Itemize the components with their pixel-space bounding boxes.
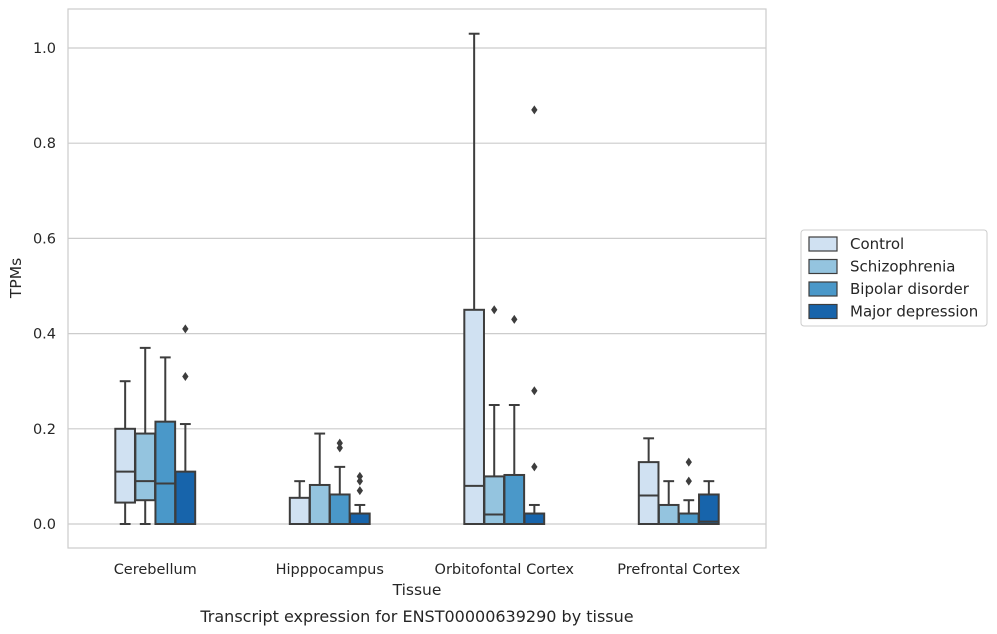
box-body: [463, 308, 485, 525]
box-body: [503, 473, 526, 525]
legend-swatch: [808, 281, 838, 297]
box-schizophrenia: [134, 346, 157, 525]
legend-swatch: [808, 236, 838, 252]
box-schizophrenia: [308, 432, 331, 525]
outlier-point: [182, 324, 189, 334]
legend-label: Schizophrenia: [850, 258, 955, 276]
legend-frame: [800, 229, 988, 327]
box-body: [114, 427, 136, 504]
box-body: [308, 483, 331, 525]
x-tick-label: Cerebellum: [114, 562, 197, 578]
box-body: [523, 512, 546, 526]
box-bipolar-disorder: [503, 314, 526, 525]
x-axis-label: Tissue: [392, 581, 442, 599]
box-body: [154, 420, 177, 525]
box-body: [174, 470, 197, 526]
outlier-point: [356, 476, 364, 486]
box-bipolar-disorder: [328, 438, 351, 526]
y-tick-label: 0.4: [33, 327, 56, 343]
legend-label: Major depression: [850, 303, 978, 321]
legend-swatch: [808, 303, 838, 320]
legend-label: Bipolar disorder: [850, 280, 970, 298]
box-major-depression: [174, 324, 197, 526]
outlier-point: [531, 105, 538, 115]
outlier-point: [531, 462, 538, 472]
box-body: [349, 512, 371, 526]
outlier-point: [685, 476, 692, 486]
box-body: [677, 512, 700, 526]
chart-caption: Transcript expression for ENST0000063929…: [199, 607, 633, 626]
box-bipolar-disorder: [154, 356, 177, 525]
box-body: [134, 432, 157, 502]
y-tick-label: 0.6: [33, 231, 56, 247]
box-body: [698, 493, 720, 526]
y-tick-label: 0.8: [33, 136, 56, 152]
y-axis-label: TPMs: [7, 258, 25, 299]
box-schizophrenia: [483, 305, 506, 525]
outlier-point: [685, 457, 692, 467]
outlier-point: [491, 305, 498, 315]
y-tick-labels: 0.0 0.2 0.4 0.6 0.8 1.0: [33, 41, 56, 533]
y-tick-label: 0.0: [33, 517, 56, 533]
x-tick-label: Orbitofontal Cortex: [435, 562, 575, 578]
outlier-point: [531, 386, 538, 396]
legend-swatch: [808, 258, 838, 275]
box-control: [114, 380, 136, 525]
legend: Control Schizophrenia Bipolar disorder Majo…: [800, 229, 988, 327]
x-tick-label: Hipppocampus: [276, 562, 384, 578]
box-body: [637, 461, 660, 525]
box-schizophrenia: [657, 480, 680, 525]
box-body: [328, 493, 351, 526]
outlier-point: [356, 471, 364, 481]
box-major-depression: [349, 471, 371, 526]
box-major-depression: [523, 105, 546, 526]
box-body: [288, 496, 311, 526]
plot-frame: [67, 8, 767, 549]
box-control: [463, 32, 485, 525]
outlier-point: [356, 486, 364, 496]
outlier-point: [336, 438, 343, 448]
x-tick-label: Prefrontal Cortex: [617, 562, 740, 578]
outlier-point: [182, 371, 189, 381]
y-tick-label: 0.2: [33, 422, 56, 438]
box-major-depression: [698, 480, 720, 526]
box-control: [637, 437, 660, 525]
box-body: [483, 475, 506, 525]
outlier-point: [511, 314, 518, 324]
x-tick-labels: Cerebellum Hipppocampus Orbitofontal Corte…: [114, 562, 741, 578]
box-body: [657, 503, 680, 525]
box-bipolar-disorder: [677, 457, 700, 526]
box-control: [288, 480, 311, 526]
y-tick-label: 1.0: [33, 41, 56, 57]
legend-label: Control: [850, 235, 904, 253]
box-plots: [114, 32, 720, 526]
outlier-point: [336, 443, 343, 453]
